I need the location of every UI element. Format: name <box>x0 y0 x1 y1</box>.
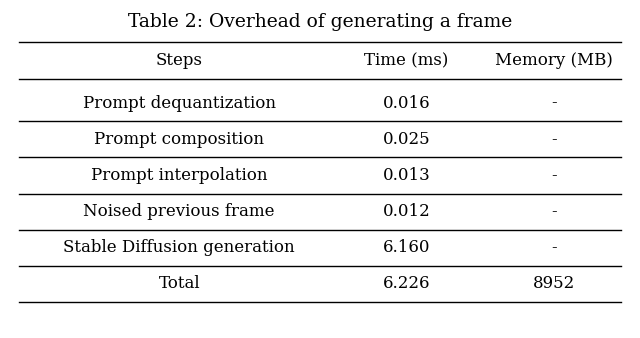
Text: Time (ms): Time (ms) <box>364 52 449 69</box>
Text: Steps: Steps <box>156 52 203 69</box>
Text: -: - <box>551 239 556 256</box>
Text: 6.160: 6.160 <box>383 239 430 256</box>
Text: -: - <box>551 131 556 148</box>
Text: Memory (MB): Memory (MB) <box>495 52 612 69</box>
Text: 0.013: 0.013 <box>383 167 430 184</box>
Text: -: - <box>551 95 556 112</box>
Text: Total: Total <box>158 275 200 292</box>
Text: Prompt interpolation: Prompt interpolation <box>91 167 268 184</box>
Text: Stable Diffusion generation: Stable Diffusion generation <box>63 239 295 256</box>
Text: 6.226: 6.226 <box>383 275 430 292</box>
Text: -: - <box>551 203 556 220</box>
Text: Noised previous frame: Noised previous frame <box>83 203 275 220</box>
Text: -: - <box>551 167 556 184</box>
Text: Prompt composition: Prompt composition <box>94 131 264 148</box>
Text: 0.016: 0.016 <box>383 95 430 112</box>
Text: Table 2: Overhead of generating a frame: Table 2: Overhead of generating a frame <box>128 13 512 31</box>
Text: Prompt dequantization: Prompt dequantization <box>83 95 276 112</box>
Text: 8952: 8952 <box>532 275 575 292</box>
Text: 0.025: 0.025 <box>383 131 430 148</box>
Text: 0.012: 0.012 <box>383 203 430 220</box>
